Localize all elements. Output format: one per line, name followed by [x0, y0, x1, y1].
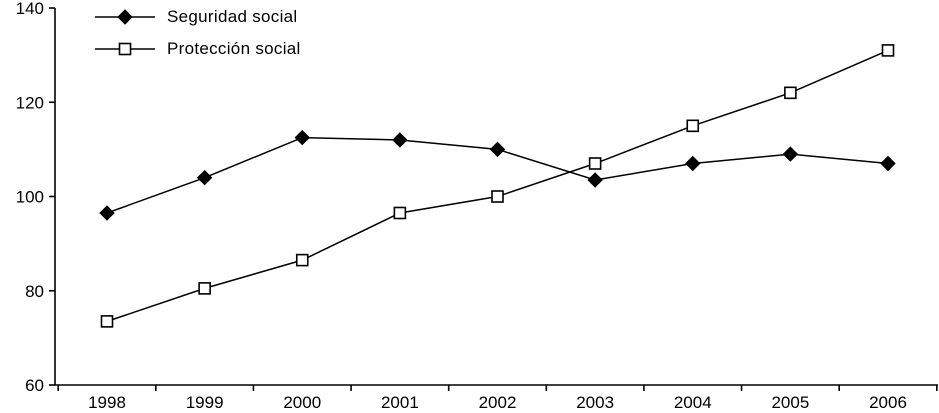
legend-label: Seguridad social [167, 7, 298, 26]
data-point-square [686, 119, 700, 133]
data-point-square [295, 253, 309, 267]
data-point-square [198, 282, 211, 295]
data-point-diamond [685, 155, 701, 172]
x-tick-label: 2005 [771, 393, 809, 412]
x-tick-label: 2004 [674, 393, 712, 412]
y-tick-label: 120 [16, 93, 44, 112]
series-line-protecci-n-social [106, 49, 889, 323]
y-tick-label: 140 [16, 0, 44, 18]
diamond-marker-icon [95, 9, 155, 25]
data-point-diamond [489, 141, 506, 158]
x-tick-label: 2000 [283, 393, 321, 412]
legend: Seguridad social Protección social [93, 4, 301, 62]
x-tick-label: 1998 [88, 393, 126, 412]
x-tick-label: 1999 [186, 393, 224, 412]
data-point-square [881, 44, 895, 57]
data-point-diamond [294, 129, 310, 146]
data-point-diamond [880, 155, 896, 172]
x-tick-label: 2006 [869, 393, 907, 412]
square-marker-icon [95, 42, 155, 56]
data-point-square [491, 190, 504, 203]
x-tick-label: 2003 [576, 393, 614, 412]
legend-item-seguridad-social: Seguridad social [93, 4, 301, 30]
data-point-diamond [587, 172, 603, 188]
data-point-diamond [782, 146, 799, 162]
legend-label: Protección social [167, 39, 301, 58]
data-point-square [784, 86, 797, 100]
data-point-diamond [392, 132, 408, 148]
legend-item-proteccion-social: Protección social [93, 36, 301, 62]
data-point-square [588, 157, 602, 170]
y-tick-label: 80 [25, 282, 44, 301]
y-tick-label: 100 [16, 188, 44, 207]
data-point-diamond [99, 205, 115, 221]
data-point-diamond [196, 169, 213, 186]
data-point-square [393, 206, 407, 220]
data-point-square [100, 315, 114, 328]
x-tick-label: 2001 [381, 393, 419, 412]
y-tick-label: 60 [25, 376, 44, 395]
x-tick-label: 2002 [479, 393, 517, 412]
